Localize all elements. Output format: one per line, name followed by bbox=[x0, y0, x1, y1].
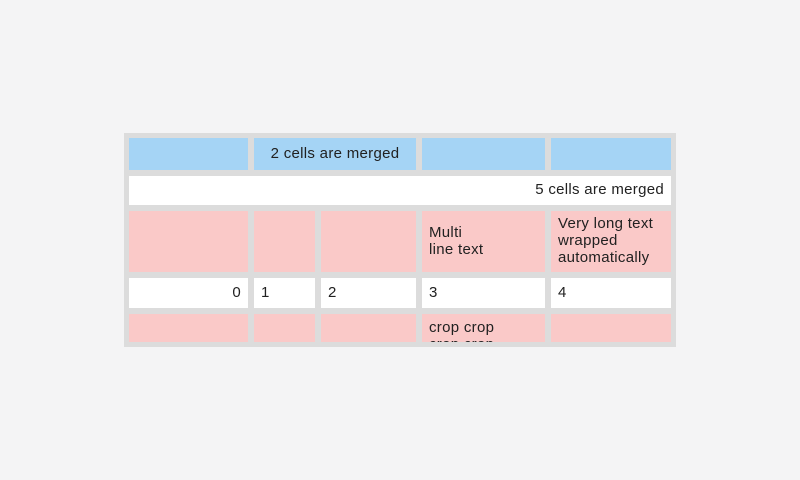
table-cell-r0-c4[interactable] bbox=[551, 138, 671, 170]
table-cell-r4-c3[interactable]: crop crop crop crop bbox=[422, 314, 545, 342]
table-cell-r2-c3[interactable]: Multi line text bbox=[422, 211, 545, 272]
table-cell-r1-merged[interactable]: 5 cells are merged bbox=[129, 176, 671, 205]
table-cell-r3-c1[interactable]: 1 bbox=[254, 278, 315, 308]
table-cell-r2-c4[interactable]: Very long text wrapped automatically bbox=[551, 211, 671, 272]
table-widget[interactable]: 2 cells are merged 5 cells are merged Mu… bbox=[124, 133, 676, 347]
table-cell-r2-c2[interactable] bbox=[321, 211, 416, 272]
table-cell-r4-c4[interactable] bbox=[551, 314, 671, 342]
table-cell-r0-c3[interactable] bbox=[422, 138, 545, 170]
table-cell-r2-c1[interactable] bbox=[254, 211, 315, 272]
table-cell-r2-c0[interactable] bbox=[129, 211, 248, 272]
table-cell-r3-c3[interactable]: 3 bbox=[422, 278, 545, 308]
table-cell-r3-c0[interactable]: 0 bbox=[129, 278, 248, 308]
table-cell-r0-c1-merged[interactable]: 2 cells are merged bbox=[254, 138, 416, 170]
table-cell-r4-c1[interactable] bbox=[254, 314, 315, 342]
table-cell-r3-c2[interactable]: 2 bbox=[321, 278, 416, 308]
table-cell-r4-c2[interactable] bbox=[321, 314, 416, 342]
table-grid: 2 cells are merged 5 cells are merged Mu… bbox=[129, 138, 671, 342]
table-cell-r3-c4[interactable]: 4 bbox=[551, 278, 671, 308]
table-cell-r4-c0[interactable] bbox=[129, 314, 248, 342]
table-cell-r0-c0[interactable] bbox=[129, 138, 248, 170]
table-clip-area: 2 cells are merged 5 cells are merged Mu… bbox=[129, 138, 671, 342]
